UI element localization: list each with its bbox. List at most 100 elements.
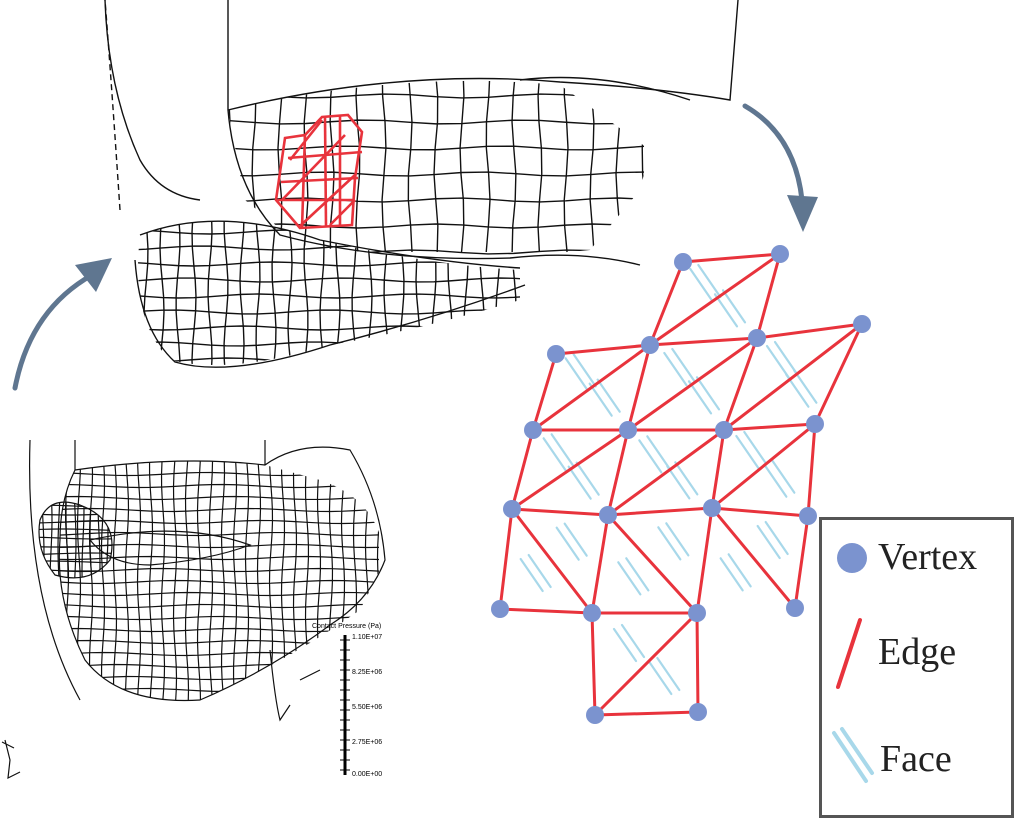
mesh-grid-line — [122, 490, 124, 586]
mesh-grid-line — [59, 627, 380, 633]
mesh-edge — [510, 428, 535, 511]
mesh-grid-line — [57, 502, 61, 578]
mesh-grid-line — [447, 221, 453, 365]
mesh-grid-line — [232, 461, 238, 701]
mesh-grid-line — [128, 200, 132, 376]
mesh-grid-line — [415, 221, 421, 365]
mesh-edge — [813, 322, 864, 426]
mesh-edge — [806, 422, 817, 518]
mesh-grid-line — [191, 221, 197, 365]
mesh-grid-line — [59, 639, 380, 645]
mesh-vertex — [688, 604, 706, 622]
mesh-faces — [519, 263, 818, 696]
scale-tick-2: 8.25E+06 — [352, 669, 382, 676]
mesh-grid-line — [228, 171, 645, 177]
mesh-grid-line — [130, 214, 530, 218]
mesh-grid-line — [208, 461, 214, 701]
mesh-vertex — [715, 421, 733, 439]
mesh-grid-line — [256, 461, 262, 701]
mesh-face — [763, 459, 796, 498]
mesh-edge — [510, 428, 630, 511]
jaw-anatomy-mesh — [1, 439, 386, 780]
mesh-grid-line — [130, 374, 530, 378]
mesh-grid-line — [615, 80, 621, 253]
mesh-grid-line — [136, 461, 142, 701]
mesh-face — [638, 435, 671, 474]
mesh-grid-line — [495, 221, 501, 365]
mesh-grid-line — [89, 502, 93, 578]
mesh-grid-line — [381, 80, 387, 253]
mesh-grid-line — [138, 293, 520, 299]
mesh-edge — [510, 507, 610, 517]
mesh-grid-line — [39, 528, 112, 532]
mesh-face — [765, 340, 799, 380]
mesh-vertex — [503, 500, 521, 518]
mesh-grid-line — [59, 471, 380, 477]
mesh-vertex — [806, 415, 824, 433]
scale-tick-3: 5.50E+06 — [352, 704, 382, 711]
mesh-edge — [648, 252, 782, 347]
mesh-vertex — [524, 421, 542, 439]
mesh-vertex — [748, 329, 766, 347]
mesh-vertex — [771, 245, 789, 263]
mesh-edge — [606, 428, 726, 517]
mesh-grid-line — [59, 579, 380, 585]
mesh-edges — [498, 252, 864, 717]
mesh-edge — [722, 322, 864, 432]
highlighted-mesh-patch — [274, 113, 364, 230]
mesh-grid-line — [34, 490, 36, 586]
mesh-grid-line — [589, 80, 595, 253]
mesh-vertex — [619, 421, 637, 439]
mesh-edge — [554, 343, 652, 356]
mesh-edge — [593, 611, 699, 717]
mesh-grid-line — [463, 221, 469, 365]
mesh-grid-line — [352, 461, 358, 701]
mesh-grid-line — [537, 80, 543, 253]
mesh-vertices — [491, 245, 871, 724]
mesh-grid-line — [35, 585, 123, 586]
scale-tick-1: 1.10E+07 — [352, 634, 382, 641]
mesh-edge — [722, 422, 817, 432]
mesh-grid-line — [220, 461, 226, 701]
mesh-grid-line — [76, 461, 82, 701]
mesh-face — [648, 656, 681, 696]
mesh-edge — [531, 352, 558, 432]
mesh-grid-line — [138, 309, 520, 315]
mesh-vertex — [583, 604, 601, 622]
mesh-grid-line — [287, 221, 293, 365]
mesh-grid-line — [184, 461, 190, 701]
mesh-face — [519, 553, 552, 593]
mesh-grid-line — [431, 221, 437, 365]
mesh-face — [612, 623, 646, 663]
mesh-grid-line — [59, 495, 380, 501]
mesh-grid-line — [207, 221, 213, 365]
mesh-grid-line — [563, 80, 569, 253]
mesh-edge — [590, 611, 597, 717]
legend-face-label: Face — [880, 738, 952, 780]
mesh-face — [663, 347, 696, 387]
mesh-vertex — [786, 599, 804, 617]
mesh-edge — [626, 343, 652, 432]
mesh-vertex — [491, 600, 509, 618]
mesh-face — [617, 557, 650, 596]
mesh-grid-line — [175, 221, 181, 365]
legend: Vertex Edge Face — [819, 517, 1014, 818]
mesh-edge — [498, 607, 594, 615]
mesh-edge — [755, 322, 864, 340]
face-hatch-icon — [832, 727, 874, 783]
mesh-grid-line — [244, 461, 250, 701]
mesh-face — [657, 522, 690, 561]
mesh-grid-line — [328, 461, 334, 701]
mesh-grid-line — [277, 80, 283, 253]
mesh-face — [713, 289, 747, 328]
mesh-grid-line — [433, 80, 439, 253]
scale-tick-4: 2.75E+06 — [352, 739, 382, 746]
mesh-edge — [648, 260, 685, 347]
mesh-grid-line — [316, 461, 322, 701]
mesh-edge — [710, 428, 726, 510]
mesh-grid-line — [39, 520, 112, 524]
mesh-face — [719, 553, 752, 592]
mesh-edge — [710, 506, 810, 518]
scale-bar-title: Contact Pressure (Pa) — [312, 623, 381, 630]
